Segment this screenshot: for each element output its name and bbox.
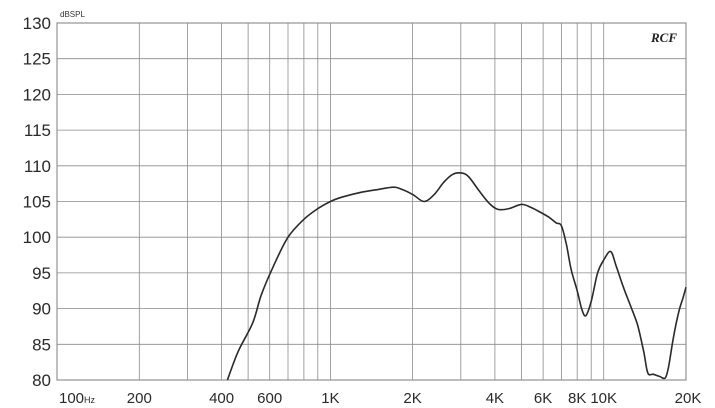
x-tick-label: 4K: [486, 390, 504, 407]
y-tick-label: 85: [32, 335, 51, 354]
x-tick-label: 200: [127, 390, 152, 407]
y-tick-labels: 80 85 90 95 100 105 110 115 120 125 130: [23, 14, 51, 390]
y-tick-label: 130: [23, 14, 51, 33]
y-tick-label: 90: [32, 300, 51, 319]
y-tick-label: 95: [32, 264, 51, 283]
x-tick-label: 600: [257, 390, 282, 407]
y-tick-label: 120: [23, 85, 51, 104]
x-tick-label: 1K: [321, 390, 339, 407]
x-tick-label: 2K: [403, 390, 421, 407]
x-tick-label: 100Hz: [59, 390, 96, 407]
x-tick-labels: 100Hz 200 400 600 1K 2K 4K 6K 8K 10K 20K: [59, 390, 701, 407]
y-tick-label: 125: [23, 50, 51, 69]
y-tick-label: 105: [23, 193, 51, 212]
y-tick-label: 110: [24, 157, 51, 176]
y-unit-label: dBSPL: [60, 10, 85, 19]
x-tick-label: 6K: [534, 390, 552, 407]
grid-lines: [56, 22, 687, 381]
y-tick-label: 115: [24, 121, 51, 140]
brand-logo: RCF: [650, 30, 677, 45]
series-group: [226, 171, 687, 381]
x-tick-label: 10K: [590, 390, 617, 407]
x-tick-label: 8K: [568, 390, 586, 407]
y-tick-label: 100: [23, 228, 51, 247]
x-tick-label: 400: [209, 390, 234, 407]
x-unit-label: Hz: [84, 395, 95, 405]
y-tick-label: 80: [32, 371, 51, 390]
x-tick-label: 20K: [675, 390, 702, 407]
response-curve: [226, 171, 687, 381]
